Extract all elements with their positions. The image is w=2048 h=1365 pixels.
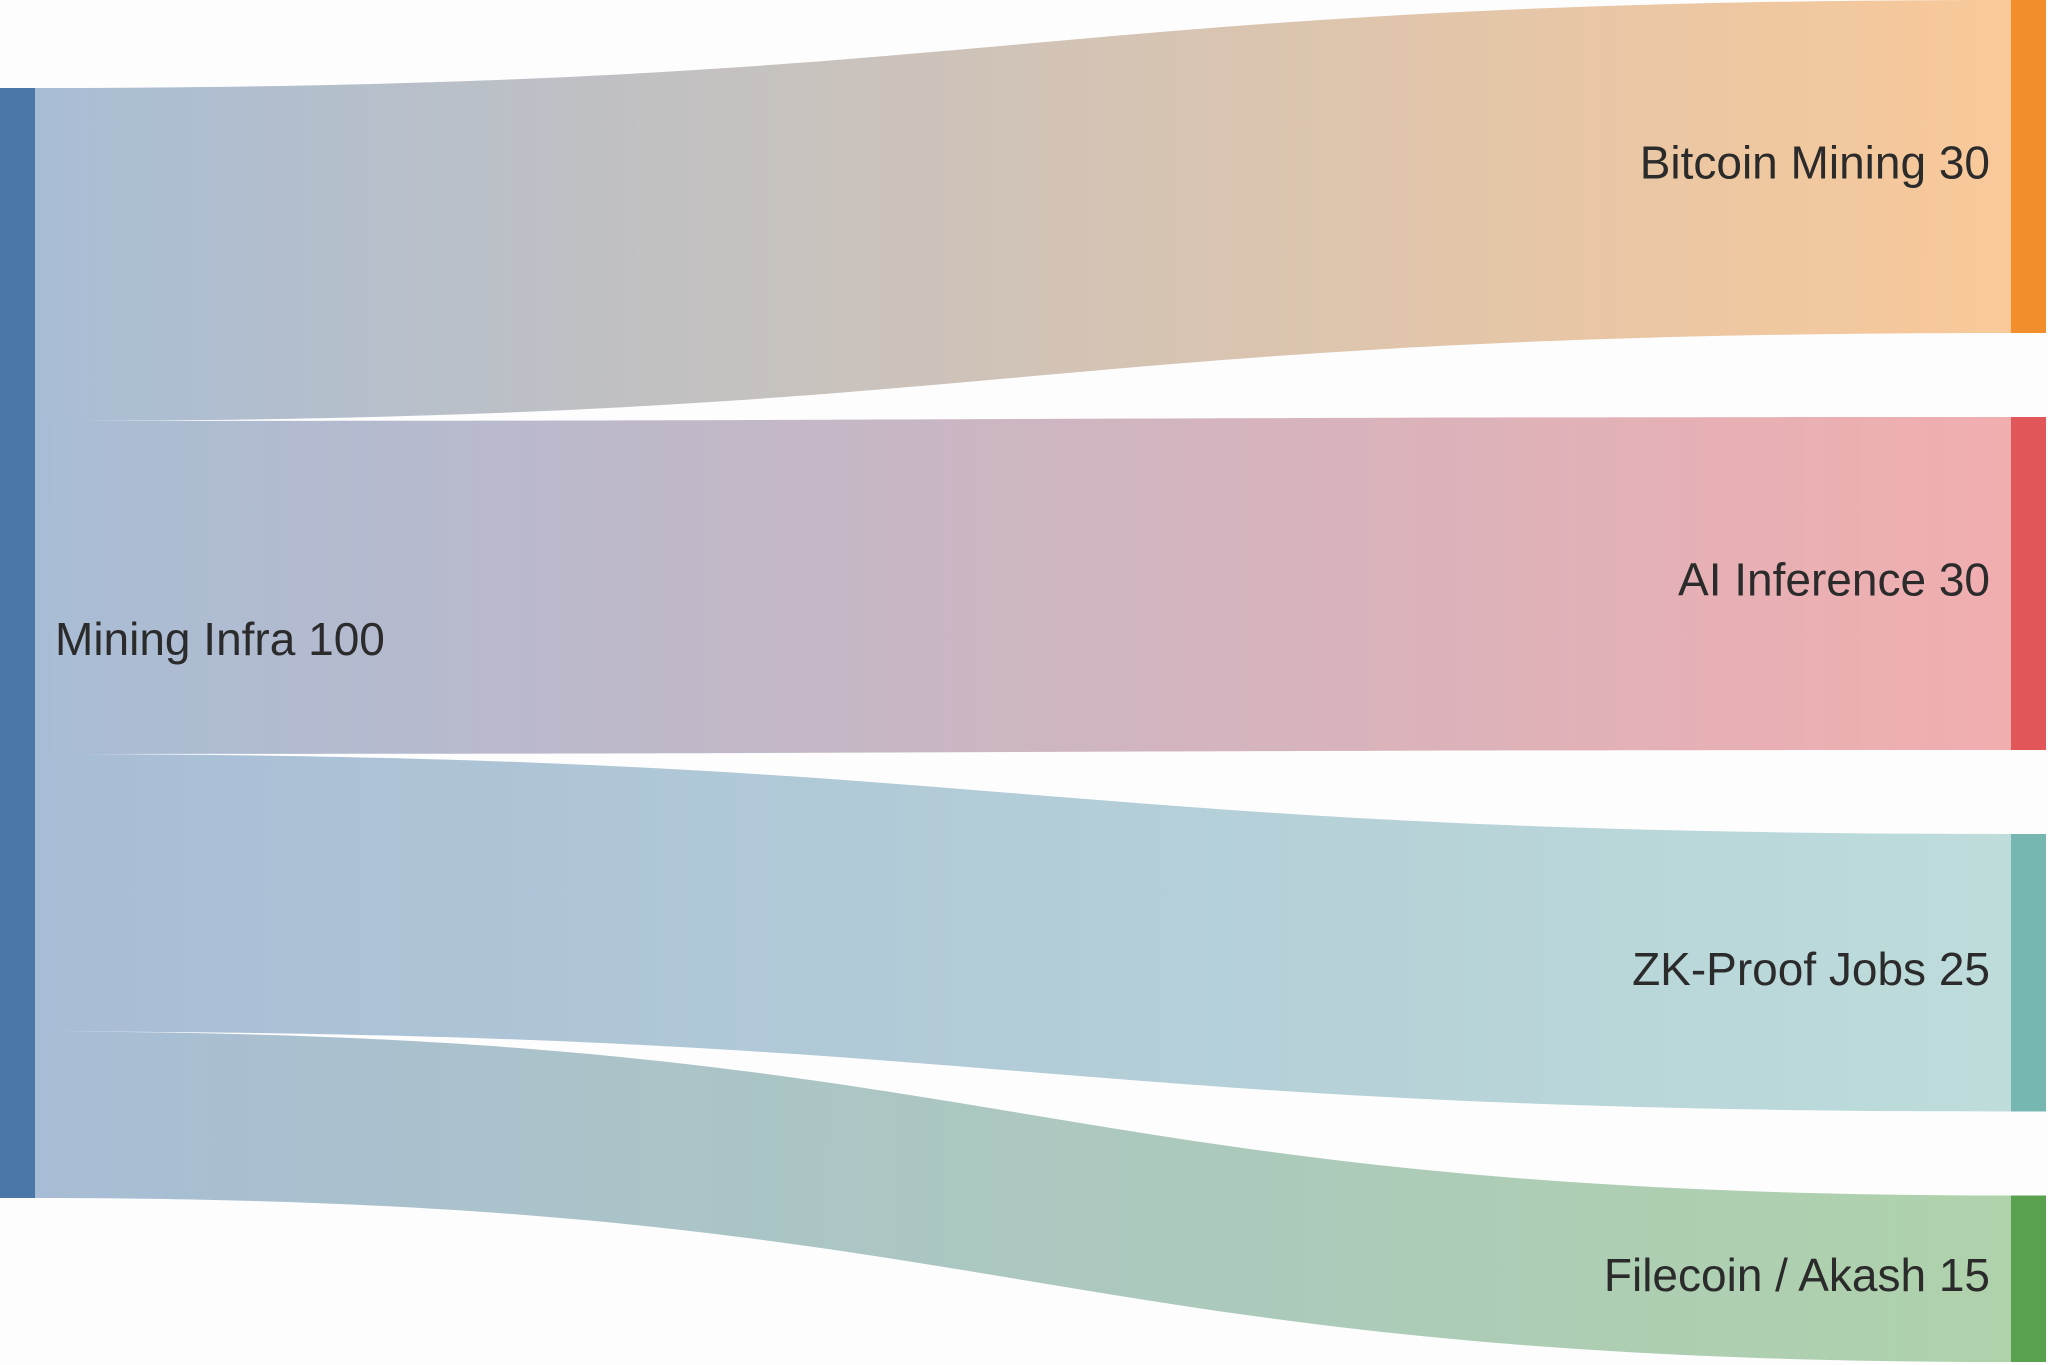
label-mining-infra: Mining Infra 100 — [55, 613, 385, 665]
node-filecoin-akash[interactable] — [2011, 1195, 2046, 1363]
node-bitcoin-mining[interactable] — [2011, 0, 2046, 333]
node-mining-infra[interactable] — [0, 88, 35, 1198]
label-zk-proof-jobs: ZK-Proof Jobs 25 — [1632, 943, 1990, 995]
link-infra-btc[interactable] — [35, 0, 2011, 421]
label-filecoin-akash: Filecoin / Akash 15 — [1604, 1249, 1990, 1301]
node-zk-proof-jobs[interactable] — [2011, 834, 2046, 1112]
link-infra-zk[interactable] — [35, 754, 2011, 1112]
links-layer — [35, 0, 2011, 1362]
node-ai-inference[interactable] — [2011, 417, 2046, 750]
label-ai-inference: AI Inference 30 — [1678, 554, 1990, 606]
label-bitcoin-mining: Bitcoin Mining 30 — [1640, 137, 1990, 189]
link-infra-ai[interactable] — [35, 417, 2011, 754]
labels-layer: Mining Infra 100 Bitcoin Mining 30 AI In… — [55, 137, 1990, 1301]
link-infra-filecoin[interactable] — [35, 1031, 2011, 1363]
